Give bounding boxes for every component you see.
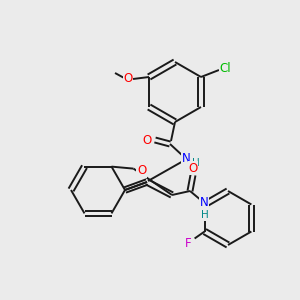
Text: H: H	[201, 210, 209, 220]
Text: H: H	[192, 158, 200, 168]
Text: O: O	[188, 161, 198, 175]
Text: O: O	[142, 134, 152, 146]
Text: N: N	[200, 196, 208, 209]
Text: O: O	[137, 164, 146, 177]
Text: F: F	[185, 237, 192, 250]
Text: O: O	[123, 73, 133, 85]
Text: N: N	[182, 152, 190, 164]
Text: Cl: Cl	[219, 61, 231, 74]
